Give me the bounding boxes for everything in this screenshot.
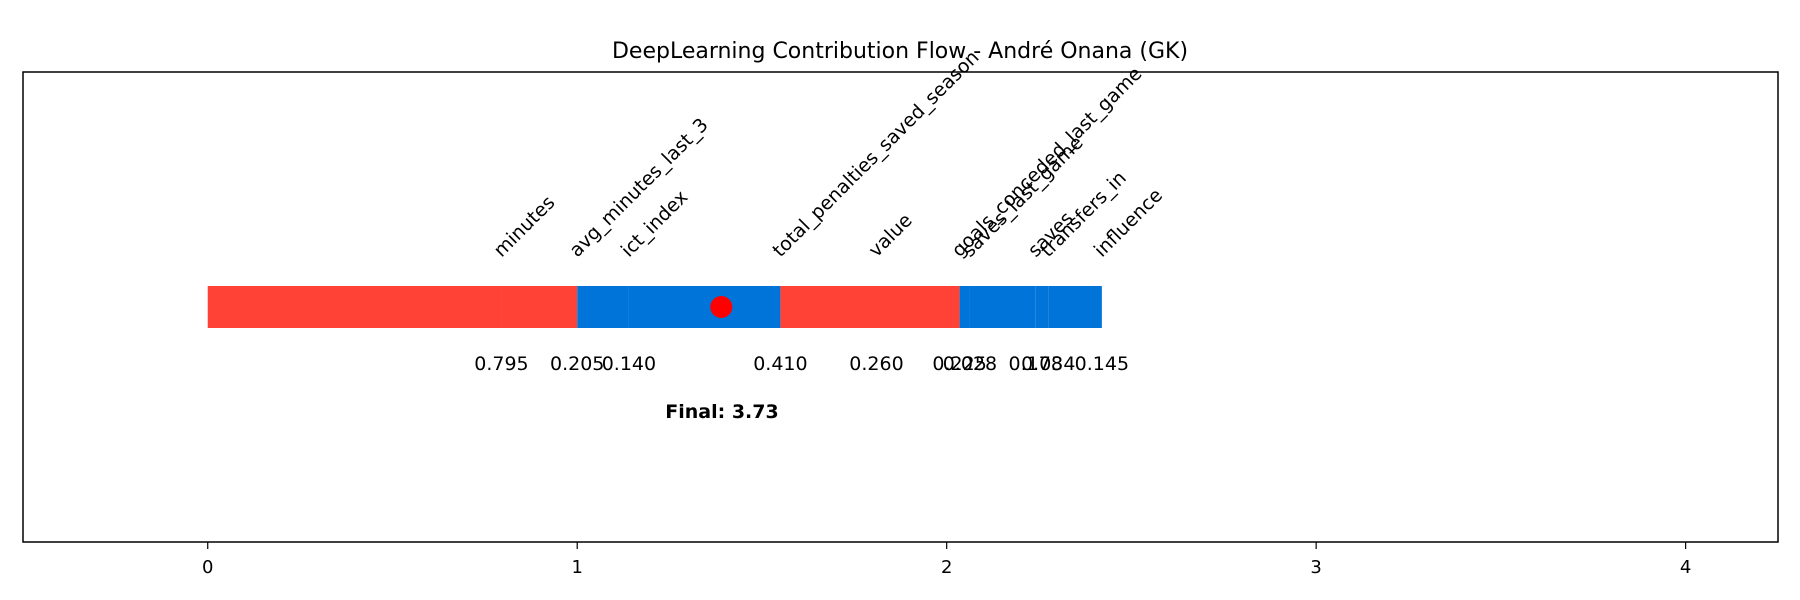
feature-label: total_penalties_saved_season (768, 46, 983, 261)
x-tick-label: 4 (1680, 557, 1691, 578)
value-label: 0.795 (474, 353, 528, 375)
plot-frame (22, 71, 1779, 543)
feature-label: minutes (489, 192, 559, 262)
value-label: 0.410 (753, 353, 807, 375)
value-label: 0.260 (849, 353, 903, 375)
x-tick-label: 2 (941, 557, 952, 578)
final-marker-dot (710, 296, 733, 318)
bar-segments (207, 286, 1102, 328)
final-label: Final: 3.73 (665, 401, 778, 423)
bar-segment-goals-conceded-last-game (876, 286, 960, 328)
x-tick-label: 3 (1310, 557, 1321, 578)
bar-segment-saves (969, 286, 1036, 328)
x-tick-label: 0 (202, 557, 213, 578)
bar-segment-minutes (207, 286, 502, 328)
x-tick-label: 1 (571, 557, 582, 578)
value-label: 0.205 (550, 353, 604, 375)
bar-segment-saves-last-game (959, 286, 970, 328)
x-axis: 0 1 2 3 4 (202, 542, 1691, 578)
bar-segment-value (780, 286, 877, 328)
final-marker-layer (710, 296, 733, 318)
value-label: 0.140 (602, 353, 656, 375)
bar-segment-ict-index (577, 286, 629, 328)
bar-segment-influence (1048, 286, 1102, 328)
value-label: 0.225 (932, 353, 986, 375)
bar-segment-avg-minutes-last-3 (501, 286, 578, 328)
chart-title: DeepLearning Contribution Flow - André O… (612, 39, 1188, 64)
bar-segment-transfers-in (1035, 286, 1049, 328)
value-label: 0.178 (1009, 353, 1063, 375)
feature-label: value (864, 209, 916, 261)
value-label: 0.034 (1021, 353, 1075, 375)
value-label: 0.028 (943, 353, 997, 375)
value-label: 0.145 (1075, 353, 1129, 375)
bar-segment-total-penalties-saved-season (628, 286, 781, 328)
